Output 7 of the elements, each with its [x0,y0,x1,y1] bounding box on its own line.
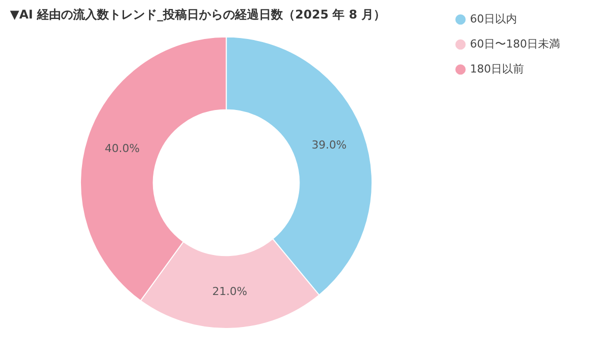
legend-label: 60日以内 [470,12,518,26]
legend-label: 180日以前 [470,62,524,76]
data-label: 21.0% [212,284,248,298]
data-label: 39.0% [312,138,347,152]
legend-label: 60日〜180日未満 [470,37,560,50]
chart-title: ▼AI 経由の流入数トレンド_投稿日からの経過日数（2025 年 8 月） [10,7,386,22]
data-label: 40.0% [104,142,140,155]
